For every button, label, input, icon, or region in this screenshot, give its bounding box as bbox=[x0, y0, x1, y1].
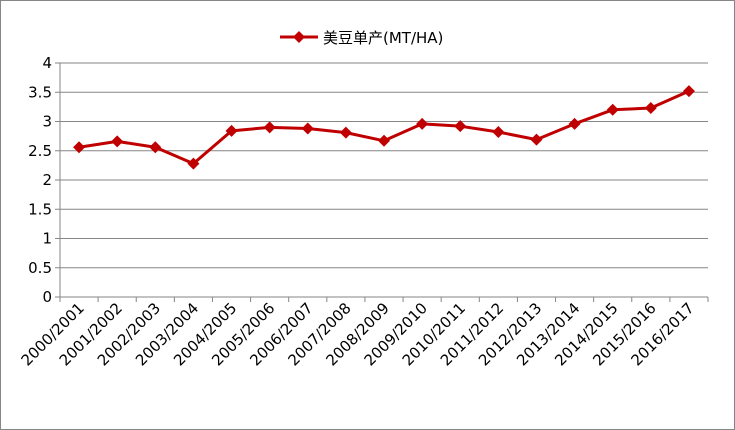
series-line bbox=[78, 89, 690, 166]
legend-label: 美豆单产(MT/HA) bbox=[323, 29, 443, 47]
data-point bbox=[682, 85, 695, 98]
y-tick-label: 0.5 bbox=[28, 259, 52, 277]
data-point bbox=[111, 135, 124, 148]
y-axis-tick-labels: 0 0.5 1 1.5 2 2.5 3 3.5 4 bbox=[28, 54, 52, 306]
data-point bbox=[644, 102, 657, 115]
data-point bbox=[263, 121, 276, 134]
x-axis-tick-labels: 2000/20012001/20022002/20032003/20042004… bbox=[18, 299, 698, 369]
data-point bbox=[73, 141, 86, 154]
y-tick-label: 0 bbox=[42, 288, 52, 306]
y-tick-label: 3.5 bbox=[28, 83, 52, 101]
data-point bbox=[301, 122, 314, 135]
legend-marker bbox=[293, 31, 305, 43]
legend: 美豆单产(MT/HA) bbox=[280, 29, 443, 47]
data-point bbox=[454, 120, 467, 133]
series-layer bbox=[73, 85, 695, 170]
data-point bbox=[339, 126, 352, 139]
data-point bbox=[225, 124, 238, 137]
y-tick-label: 2.5 bbox=[28, 142, 52, 160]
axes bbox=[55, 62, 709, 302]
y-tick-label: 1 bbox=[42, 230, 52, 248]
y-tick-label: 3 bbox=[42, 113, 52, 131]
y-tick-label: 2 bbox=[42, 171, 52, 189]
data-point bbox=[187, 157, 200, 170]
data-point bbox=[378, 134, 390, 147]
y-tick-label: 4 bbox=[42, 54, 52, 72]
gridlines bbox=[60, 62, 708, 269]
data-point bbox=[568, 117, 581, 130]
data-point bbox=[416, 117, 429, 130]
data-point bbox=[530, 133, 543, 146]
data-point bbox=[606, 103, 619, 116]
data-point bbox=[149, 141, 162, 154]
data-point bbox=[492, 126, 505, 139]
y-tick-label: 1.5 bbox=[28, 200, 52, 218]
